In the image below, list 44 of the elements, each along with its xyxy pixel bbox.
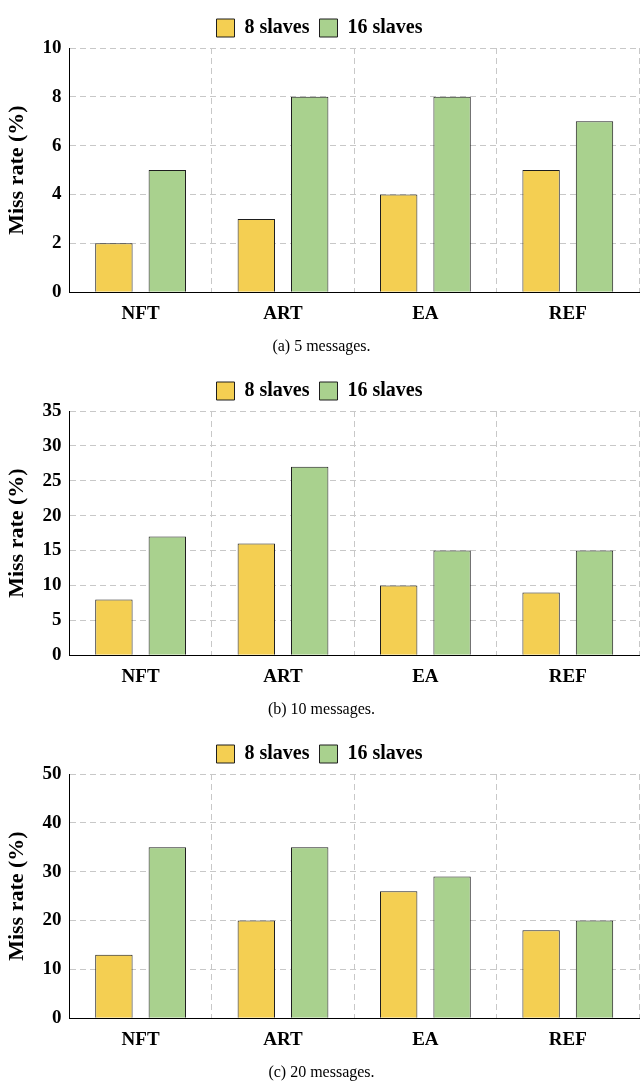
x-tick-label: REF: [548, 1027, 587, 1049]
y-tick-label: 0: [51, 643, 62, 665]
y-tick-label: 25: [42, 468, 62, 490]
legend-label: 8 slaves: [244, 15, 310, 38]
x-tick-label: REF: [548, 664, 587, 686]
y-tick-label: 30: [42, 433, 62, 455]
legend-label: 8 slaves: [244, 741, 310, 764]
y-tick-label: 10: [42, 957, 62, 979]
x-tick-label: EA: [412, 664, 439, 686]
x-tick-label: REF: [548, 301, 587, 323]
x-tick-label: NFT: [121, 1027, 160, 1049]
y-tick-label: 50: [42, 761, 62, 783]
x-tick-label: EA: [412, 301, 439, 323]
y-tick-label: 8: [51, 84, 62, 106]
y-axis-title: Miss rate (%): [2, 831, 28, 961]
y-tick-label: 20: [42, 503, 62, 525]
x-tick-label: ART: [263, 301, 304, 323]
legend-label: 16 slaves: [347, 15, 423, 38]
y-tick-label: 30: [42, 859, 62, 881]
x-tick-label: ART: [263, 1027, 304, 1049]
text: (c) 20 messages.: [267, 1062, 376, 1083]
y-tick-label: 35: [42, 398, 62, 420]
x-tick-label: NFT: [121, 301, 160, 323]
y-axis-title: Miss rate (%): [2, 468, 28, 598]
legend-label: 16 slaves: [347, 741, 423, 764]
legend-label: 8 slaves: [244, 378, 310, 401]
legend-label: 16 slaves: [347, 378, 423, 401]
y-tick-label: 20: [42, 908, 62, 930]
y-tick-label: 10: [42, 35, 62, 57]
text: (a) 5 messages.: [271, 336, 372, 357]
y-tick-label: 0: [51, 1006, 62, 1028]
y-tick-label: 40: [42, 810, 62, 832]
x-tick-label: ART: [263, 664, 304, 686]
y-tick-label: 6: [51, 133, 62, 155]
y-tick-label: 2: [51, 231, 62, 253]
y-tick-label: 4: [51, 182, 62, 204]
y-axis-title: Miss rate (%): [2, 105, 28, 235]
y-tick-label: 5: [51, 608, 62, 630]
x-tick-label: EA: [412, 1027, 439, 1049]
y-tick-label: 15: [42, 538, 62, 560]
y-tick-label: 10: [42, 573, 62, 595]
text: (b) 10 messages.: [266, 699, 377, 720]
y-tick-label: 0: [51, 280, 62, 302]
x-tick-label: NFT: [121, 664, 160, 686]
